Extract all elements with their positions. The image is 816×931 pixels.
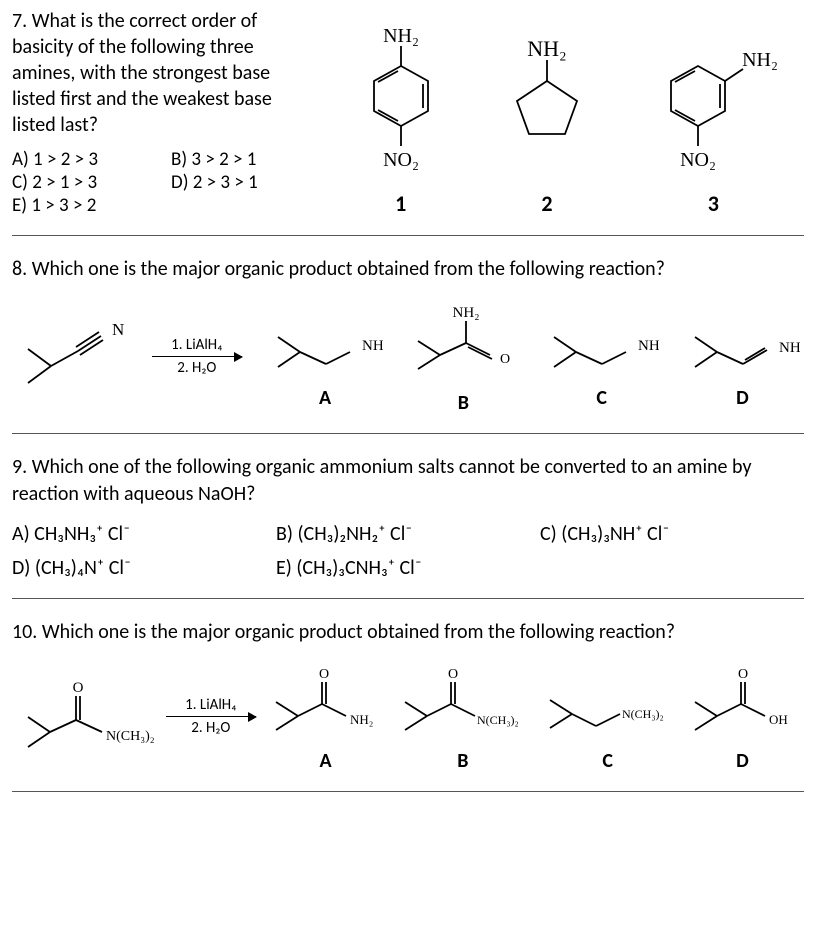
q7-opt-d: D) 2 > 3 > 1 [171, 171, 312, 194]
arrow-icon [152, 356, 242, 357]
o-label: O [73, 680, 84, 696]
q7-struct-3: NH₂ NO₂ 3 [638, 26, 788, 217]
arrow-icon [166, 716, 256, 717]
nh-label: NH [779, 340, 800, 356]
q8-reagent-2: 2. H₂O [177, 359, 216, 377]
q9-opt-d: D) (CH₃)₄N⁺ Cl⁻ [12, 556, 276, 580]
q8-arrow: 1. LiAlH₄ 2. H₂O [152, 336, 242, 377]
q10-reagent-2: 2. H₂O [191, 719, 230, 737]
q7-layout: 7. What is the correct order of basicity… [12, 8, 804, 217]
q8-reagent-1: 1. LiAlH₄ [171, 336, 222, 354]
nh2-label: NH₂ [350, 712, 373, 727]
q10-prompt: 10. Which one is the major organic produ… [12, 619, 804, 646]
q8-label-a: A [319, 386, 331, 410]
n-label: N [112, 320, 124, 339]
q10-label-d: D [736, 749, 749, 773]
q8-d-icon: NH [685, 302, 800, 382]
q7-opt-a: A) 1 > 2 > 3 [12, 148, 153, 171]
q7-structures: NH₂ NO₂ 1 NH₂ 2 [330, 8, 804, 217]
q7-label-3: 3 [708, 190, 719, 217]
question-7: 7. What is the correct order of basicity… [12, 8, 804, 236]
nch32-label: N(CH₃)₂ [622, 707, 664, 721]
q10-number: 10. [12, 620, 37, 644]
q7-text-block: 7. What is the correct order of basicity… [12, 8, 312, 217]
q10-label-c: C [602, 749, 613, 773]
nh2-label: NH₂ [362, 338, 383, 354]
q7-struct-2: NH₂ 2 [487, 26, 607, 217]
cyclopentyl-icon: NH₂ [487, 26, 607, 186]
q8-reactant-icon: N [16, 311, 126, 401]
q10-reagent-1: 1. LiAlH₄ [185, 696, 236, 714]
o-label: O [448, 667, 458, 682]
o-label: O [500, 352, 510, 367]
q9-number: 9. [12, 455, 27, 479]
q10-label-b: B [457, 749, 468, 773]
q10-label-a: A [320, 749, 332, 773]
q9-prompt-text: Which one of the following organic ammon… [12, 455, 752, 506]
q9-opt-b: B) (CH₃)₂NH₂⁺ Cl⁻ [276, 522, 540, 546]
nh2-label: NH₂ [527, 36, 566, 61]
nch32-label: N(CH₃)₂ [106, 729, 155, 744]
q8-label-d: D [736, 386, 749, 410]
o-label: O [319, 667, 329, 682]
no2-label: NO₂ [383, 149, 419, 171]
q10-prod-b: O N(CH₃)₂ B [395, 660, 530, 773]
q9-opt-c: C) (CH₃)₃NH⁺ Cl⁻ [540, 522, 804, 546]
q10-b-icon: O N(CH₃)₂ [395, 660, 530, 745]
q8-a-icon: NH₂ [268, 302, 383, 382]
question-9: 9. Which one of the following organic am… [12, 454, 804, 599]
q9-prompt: 9. Which one of the following organic am… [12, 454, 804, 508]
q10-d-icon: O OH [685, 660, 800, 745]
q8-prompt-text: Which one is the major organic product o… [32, 257, 665, 281]
q8-prompt: 8. Which one is the major organic produc… [12, 256, 804, 283]
q8-c-icon: NH₂ [544, 302, 659, 382]
nh2-label: NH₂ [383, 26, 419, 47]
q10-c-icon: N(CH₃)₂ [540, 660, 675, 745]
q8-prod-a: NH₂ A [268, 302, 383, 410]
no2-label: NO₂ [680, 149, 716, 171]
q8-prod-c: NH₂ C [544, 302, 659, 410]
benzene-meta-icon: NH₂ NO₂ [638, 26, 788, 186]
q10-prod-a: O NH₂ A [266, 660, 386, 773]
question-8: 8. Which one is the major organic produc… [12, 256, 804, 434]
q7-prompt: 7. What is the correct order of basicity… [12, 8, 312, 138]
q8-b-icon: NH₂ O [408, 297, 518, 387]
q8-label-b: B [458, 391, 469, 415]
q10-a-icon: O NH₂ [266, 660, 386, 745]
q8-reaction-row: N 1. LiAlH₄ 2. H₂O NH₂ A [12, 297, 804, 415]
q7-struct-1: NH₂ NO₂ 1 [346, 26, 456, 217]
benzene-para-icon: NH₂ NO₂ [346, 26, 456, 186]
q9-options: A) CH₃NH₃⁺ Cl⁻ B) (CH₃)₂NH₂⁺ Cl⁻ C) (CH₃… [12, 522, 804, 580]
q9-opt-e: E) (CH₃)₃CNH₃⁺ Cl⁻ [276, 556, 540, 580]
q10-prompt-text: Which one is the major organic product o… [42, 620, 675, 644]
q9-opt-a: A) CH₃NH₃⁺ Cl⁻ [12, 522, 276, 546]
nh2-label: NH₂ [638, 338, 659, 354]
q10-prod-c: N(CH₃)₂ C [540, 660, 675, 773]
nh2-label: NH₂ [453, 305, 480, 321]
q8-number: 8. [12, 257, 27, 281]
q10-arrow: 1. LiAlH₄ 2. H₂O [166, 696, 256, 737]
q8-label-c: C [596, 386, 607, 410]
oh-label: OH [769, 712, 788, 727]
q8-prod-d: NH D [685, 302, 800, 410]
q10-prod-d: O OH D [685, 660, 800, 773]
question-10: 10. Which one is the major organic produ… [12, 619, 804, 792]
q7-opt-b: B) 3 > 2 > 1 [171, 148, 312, 171]
q10-reactant-icon: O N(CH₃)₂ [16, 672, 156, 762]
q7-opt-c: C) 2 > 1 > 3 [12, 171, 153, 194]
q7-label-2: 2 [541, 190, 552, 217]
nch32-label: N(CH₃)₂ [477, 713, 519, 727]
q7-label-1: 1 [395, 190, 406, 217]
q7-prompt-text: What is the correct order of basicity of… [12, 9, 272, 137]
q10-reaction-row: O N(CH₃)₂ 1. LiAlH₄ 2. H₂O O NH₂ [12, 660, 804, 773]
o-label: O [738, 667, 748, 682]
q7-opt-e: E) 1 > 3 > 2 [12, 194, 153, 217]
nh2-label: NH₂ [742, 49, 778, 71]
q7-number: 7. [12, 9, 27, 33]
q7-options: A) 1 > 2 > 3 B) 3 > 2 > 1 C) 2 > 1 > 3 D… [12, 148, 312, 217]
q8-prod-b: NH₂ O B [408, 297, 518, 415]
